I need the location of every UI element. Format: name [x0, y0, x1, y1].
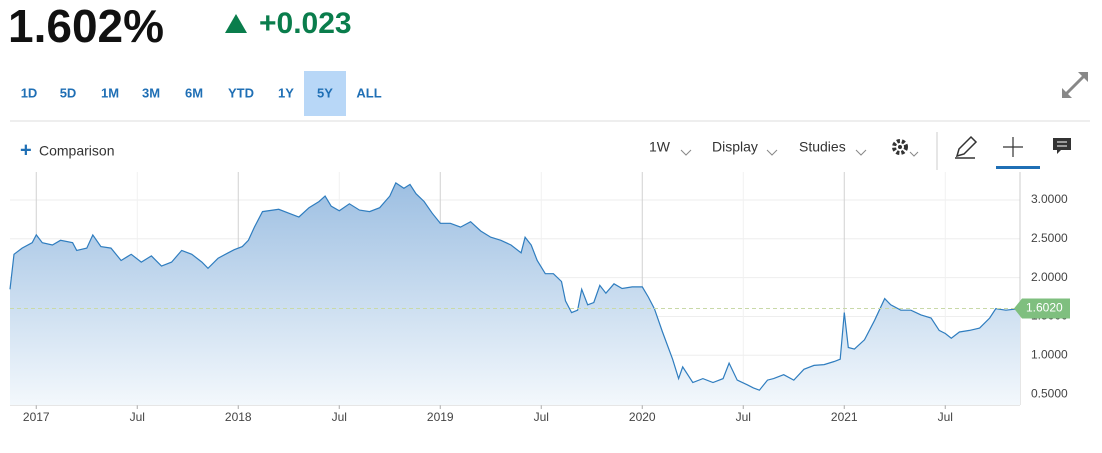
range-button[interactable]: 1Y: [278, 85, 294, 100]
change: +0.023: [259, 7, 352, 40]
active-tab-indicator: [996, 166, 1040, 169]
range-button[interactable]: 1M: [101, 85, 119, 100]
chevron: [680, 149, 692, 156]
expand-icon[interactable]: [1062, 72, 1088, 98]
y-tick-label: 3.0000: [1031, 192, 1068, 206]
y-tick-label: 2.0000: [1031, 270, 1068, 284]
crosshair-icon[interactable]: [1003, 137, 1023, 157]
studies-button[interactable]: Studies: [799, 139, 846, 155]
x-tick-label: Jul: [130, 410, 145, 424]
settings-icon[interactable]: [892, 139, 919, 157]
chevron: [855, 149, 867, 156]
range-buttons: 1D 5D 1M 3M 6M YTD 1Y 5Y ALL: [21, 71, 382, 116]
y-tick-label: 0.5000: [1031, 386, 1068, 400]
range-button[interactable]: 3M: [142, 85, 160, 100]
last-value-tag: [1014, 298, 1070, 319]
x-tick-label: 2021: [831, 410, 858, 424]
x-tick-label: 2020: [629, 410, 656, 424]
range-button[interactable]: 1D: [21, 85, 38, 100]
x-tick-label: Jul: [736, 410, 751, 424]
y-tick-label: 1.0000: [1031, 347, 1068, 361]
x-tick-label: 2018: [225, 410, 252, 424]
plus-icon[interactable]: +: [20, 139, 32, 161]
x-tick-label: 2019: [427, 410, 454, 424]
price: 1.602%: [8, 0, 164, 52]
comparison-button[interactable]: Comparison: [39, 143, 114, 159]
up-arrow: [225, 14, 247, 33]
last-value-label: 1.6020: [1026, 301, 1063, 315]
display-button[interactable]: Display: [712, 139, 758, 155]
x-tick-label: Jul: [332, 410, 347, 424]
price-line: [9, 182, 1021, 391]
range-button-active: [304, 71, 346, 116]
draw-icon[interactable]: [955, 135, 978, 159]
x-tick-label: 2017: [23, 410, 50, 424]
range-button[interactable]: 5Y: [317, 85, 333, 100]
area-fill: [10, 182, 1020, 405]
range-button[interactable]: ALL: [356, 85, 381, 100]
interval-button[interactable]: 1W: [649, 139, 671, 155]
range-button[interactable]: 6M: [185, 85, 203, 100]
range-button[interactable]: 5D: [60, 85, 77, 100]
chart: 0.50001.00001.50002.00002.50003.00002017…: [9, 172, 1070, 424]
range-button[interactable]: YTD: [228, 85, 254, 100]
y-tick-label: 2.5000: [1031, 231, 1068, 245]
chevron: [766, 149, 778, 156]
x-tick-label: Jul: [938, 410, 953, 424]
x-tick-label: Jul: [534, 410, 549, 424]
comment-lines: [1057, 141, 1067, 147]
